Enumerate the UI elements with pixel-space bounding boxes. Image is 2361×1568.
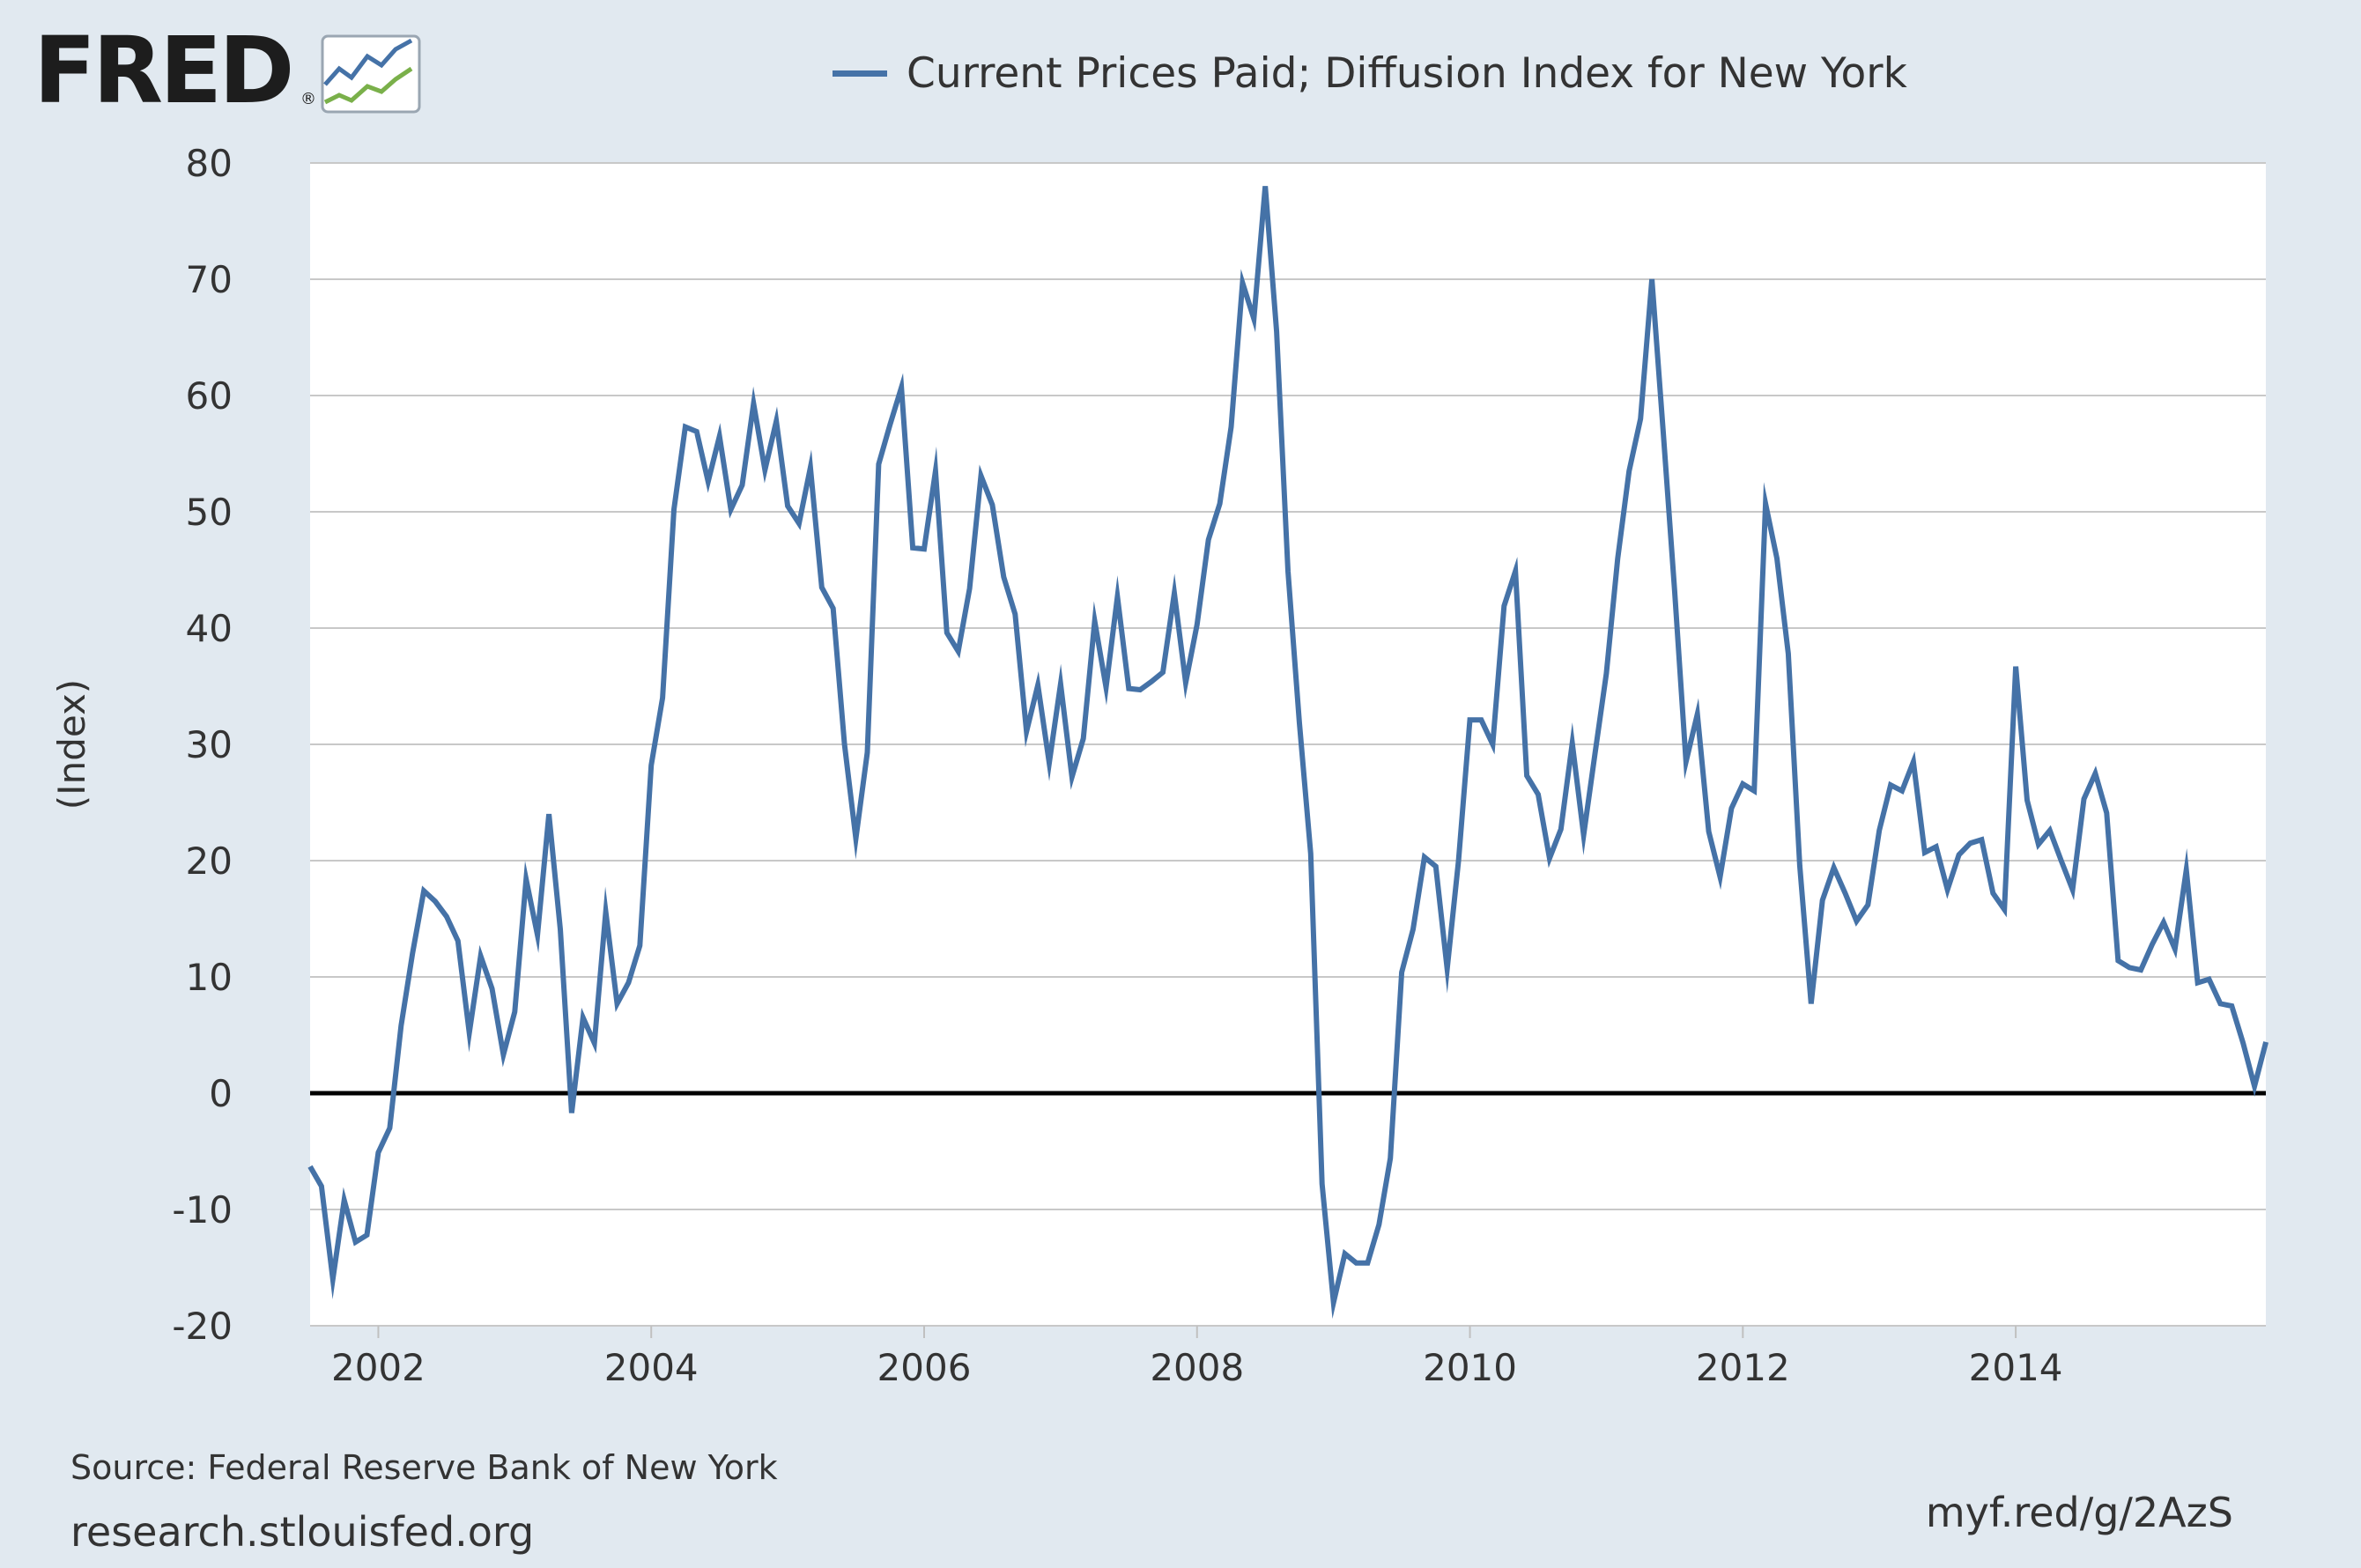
x-tick-label: 2008	[1150, 1346, 1244, 1389]
chart-logo-icon	[321, 34, 421, 114]
logo-graph-line-blue	[323, 38, 413, 86]
short-url-link[interactable]: myf.red/g/2AzS	[1925, 1489, 2233, 1536]
y-tick-label: 30	[186, 723, 233, 766]
y-tick-label: 60	[186, 374, 233, 418]
legend-label: Current Prices Paid; Diffusion Index for…	[907, 48, 1907, 98]
x-tick-label: 2002	[331, 1346, 426, 1389]
y-tick-label: 80	[186, 142, 233, 185]
x-tick-label: 2012	[1696, 1346, 1790, 1389]
series-line	[307, 186, 2269, 1320]
logo-text: FRED	[33, 17, 294, 124]
y-tick-label: 0	[209, 1072, 233, 1115]
y-tick-label: 70	[186, 258, 233, 301]
y-axis: -20 -10 0 10 20 30 40 50 60 70 80	[172, 142, 233, 1348]
source-note: Source: Federal Reserve Bank of New York	[70, 1448, 778, 1487]
x-tick-label: 2004	[604, 1346, 699, 1389]
x-axis: 2002 2004 2006 2008 2010 2012 2014	[331, 1326, 2063, 1389]
registered-mark: ®	[300, 90, 316, 108]
logo-graph-line-green	[323, 66, 413, 105]
y-tick-label: 10	[186, 956, 233, 999]
logo-graph-frame	[321, 34, 421, 114]
fred-logo: FRED ®	[33, 17, 421, 124]
y-tick-label: 50	[186, 491, 233, 534]
site-link[interactable]: research.stlouisfed.org	[70, 1508, 535, 1556]
y-tick-label: 40	[186, 607, 233, 650]
legend-swatch	[833, 70, 887, 77]
x-tick-label: 2010	[1423, 1346, 1517, 1389]
x-tick-label: 2014	[1969, 1346, 2063, 1389]
y-axis-label: (Index)	[50, 679, 93, 810]
chart-legend: Current Prices Paid; Diffusion Index for…	[833, 42, 1907, 104]
y-tick-label: -10	[172, 1188, 233, 1231]
y-tick-label: -20	[172, 1305, 233, 1348]
x-tick-label: 2006	[877, 1346, 972, 1389]
y-tick-label: 20	[186, 839, 233, 883]
